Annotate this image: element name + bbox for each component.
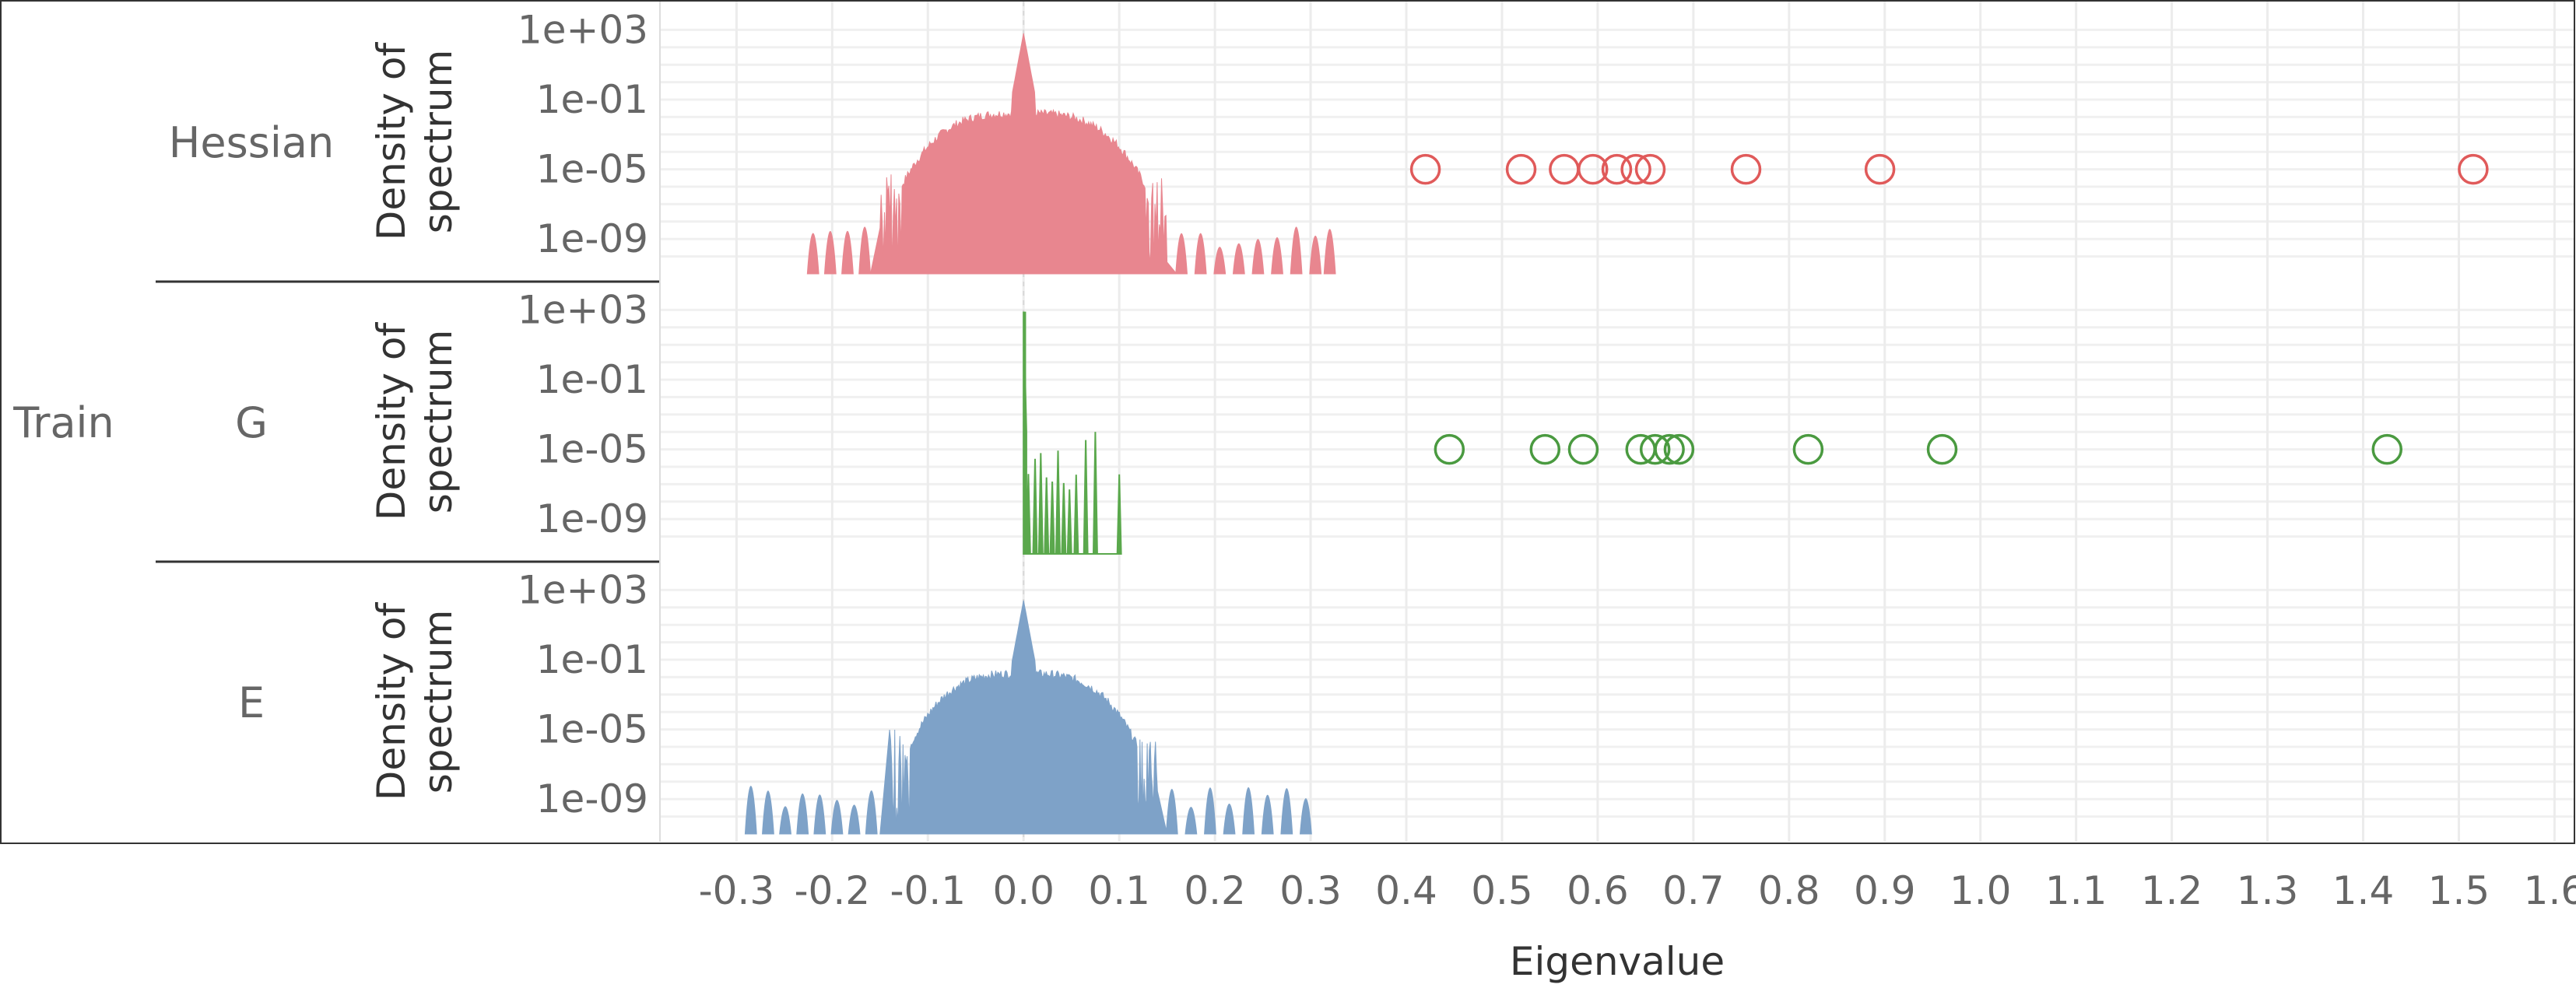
density-lobe <box>744 785 757 835</box>
density-lobe <box>779 806 791 835</box>
x-tick-label: 0.8 <box>1758 868 1820 913</box>
density-lobe <box>1165 789 1178 835</box>
density-lobe <box>830 800 844 835</box>
density-lobe <box>1204 787 1216 835</box>
density-area <box>879 600 1168 835</box>
density-lobe <box>858 226 872 275</box>
outlier-point <box>1926 433 1958 465</box>
density-lobe <box>1309 235 1322 275</box>
y-tick-label: 1e-05 <box>536 707 648 752</box>
row-label: E <box>238 678 265 727</box>
outlier-point <box>1639 433 1671 465</box>
x-tick-label: 0.1 <box>1088 868 1150 913</box>
density-lobe <box>1232 243 1245 275</box>
density-lobe <box>841 231 854 275</box>
panel-g: G Density ofspectrum 1e+03 1e-01 1e-05 1e-09 <box>235 282 2574 562</box>
outlier-point <box>1654 433 1685 465</box>
density-lobe <box>1271 237 1283 275</box>
y-tick-label: 1e-09 <box>536 216 648 261</box>
outlier-point <box>2458 153 2489 185</box>
outlier-point <box>1578 153 1609 185</box>
density-lobe <box>806 233 819 275</box>
x-tick-label: 0.2 <box>1184 868 1246 913</box>
density-lobe <box>1184 807 1198 835</box>
outlier-point <box>2371 433 2402 465</box>
x-tick-label: 0.7 <box>1662 868 1725 913</box>
outlier-point <box>1792 433 1824 465</box>
outlier-point <box>1505 153 1537 185</box>
outlier-point <box>1529 433 1561 465</box>
y-tick-label: 1e-01 <box>536 77 648 122</box>
x-axis-title: Eigenvalue <box>1510 939 1725 984</box>
row-label: Hessian <box>169 118 334 167</box>
y-axis-title: Density ofspectrum <box>369 42 461 241</box>
density-lobe <box>823 231 837 275</box>
x-tick-label: 0.4 <box>1375 868 1437 913</box>
x-tick-label: 1.1 <box>2045 868 2107 913</box>
y-axis-title: Density ofspectrum <box>369 322 461 521</box>
y-tick-label: 1e-09 <box>536 496 648 541</box>
y-tick-label: 1e-01 <box>536 357 648 402</box>
density-lobe <box>796 793 809 835</box>
x-tick-label: -0.3 <box>699 868 775 913</box>
y-axis-title: Density ofspectrum <box>369 602 461 801</box>
y-tick-label: 1e-09 <box>536 776 648 822</box>
x-tick-label: 0.5 <box>1471 868 1533 913</box>
outlier-point <box>1409 153 1441 185</box>
outlier-point <box>1663 433 1695 465</box>
panel-hessian: Hessian Density ofspectrum 1e+03 1e-01 1e-05… <box>169 2 2574 282</box>
group-label: Train <box>12 398 114 447</box>
density-lobe <box>1213 247 1227 275</box>
x-tick-label: 1.0 <box>1950 868 2012 913</box>
x-tick-label: -0.1 <box>890 868 966 913</box>
density-lobe <box>1242 787 1255 835</box>
density-lobe <box>813 794 826 835</box>
y-tick-label: 1e+03 <box>518 567 648 612</box>
density-lobe <box>848 804 861 835</box>
density-lobe <box>865 790 878 835</box>
y-tick-label: 1e-05 <box>536 147 648 192</box>
x-tick-label: 0.6 <box>1567 868 1629 913</box>
row-label: G <box>235 398 268 447</box>
density-lobe <box>1299 798 1312 835</box>
x-tick-label: 0.3 <box>1279 868 1342 913</box>
density-lobe <box>1261 794 1274 835</box>
x-tick-label: 1.5 <box>2428 868 2490 913</box>
outlier-point <box>1620 153 1651 185</box>
x-tick-label: 1.4 <box>2332 868 2395 913</box>
density-area <box>1023 311 1122 555</box>
outlier-point <box>1730 153 1762 185</box>
y-tick-label: 1e+03 <box>518 7 648 52</box>
x-tick-label: 1.2 <box>2141 868 2203 913</box>
outlier-point <box>1434 433 1465 465</box>
x-tick-label: 0.0 <box>992 868 1055 913</box>
y-tick-label: 1e+03 <box>518 287 648 332</box>
outer-frame <box>0 0 2575 844</box>
x-tick-label: 1.3 <box>2237 868 2299 913</box>
outlier-point <box>1567 433 1599 465</box>
density-lobe <box>1251 239 1265 275</box>
density-lobe <box>1323 229 1336 275</box>
outlier-point <box>1601 153 1633 185</box>
panel-e: E Density ofspectrum 1e+03 1e-01 1e-05 1e-09 <box>238 562 2574 842</box>
outlier-point <box>1864 153 1896 185</box>
density-lobe <box>1280 788 1293 835</box>
density-lobe <box>762 790 774 835</box>
x-tick-label: 1.6 <box>2524 868 2576 913</box>
x-tick-label: -0.2 <box>795 868 871 913</box>
x-tick-label: 0.9 <box>1854 868 1916 913</box>
y-tick-label: 1e-05 <box>536 427 648 472</box>
density-lobe <box>1223 804 1236 835</box>
y-tick-label: 1e-01 <box>536 637 648 682</box>
density-area <box>869 33 1177 275</box>
density-lobe <box>1194 233 1207 275</box>
density-lobe <box>1175 233 1188 275</box>
density-lobe <box>1290 226 1303 275</box>
outlier-point <box>1634 153 1666 185</box>
